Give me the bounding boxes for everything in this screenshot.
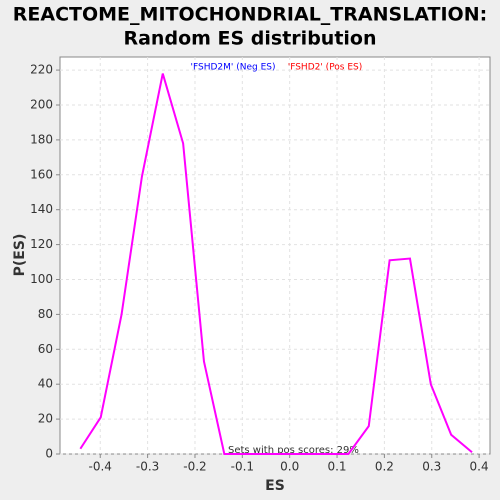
y-tick-label: 100 bbox=[30, 272, 53, 286]
y-tick-label: 200 bbox=[30, 97, 53, 111]
y-tick-label: 220 bbox=[30, 63, 53, 77]
x-tick-label: 0.4 bbox=[470, 460, 489, 474]
y-tick-label: 120 bbox=[30, 237, 53, 251]
x-tick-label: 0.1 bbox=[327, 460, 346, 474]
x-tick-label: -0.3 bbox=[136, 460, 159, 474]
x-tick-label: 0.2 bbox=[375, 460, 394, 474]
y-axis-label: P(ES) bbox=[12, 234, 28, 277]
y-tick-label: 140 bbox=[30, 202, 53, 216]
chart-title: REACTOME_MITOCHONDRIAL_TRANSLATION: bbox=[13, 4, 487, 26]
annotation: Sets with pos scores: 29% bbox=[228, 445, 359, 456]
plot-area bbox=[59, 56, 491, 455]
y-tick-label: 40 bbox=[38, 377, 53, 391]
legend-entry: 'FSHD2M' (Neg ES) bbox=[191, 63, 276, 73]
y-tick-label: 0 bbox=[45, 447, 53, 461]
x-tick-label: -0.1 bbox=[231, 460, 254, 474]
y-tick-label: 180 bbox=[30, 132, 53, 146]
chart-title: Random ES distribution bbox=[123, 28, 376, 50]
x-tick-label: 0.3 bbox=[422, 460, 441, 474]
y-tick-label: 60 bbox=[38, 342, 53, 356]
y-tick-label: 160 bbox=[30, 167, 53, 181]
x-tick-label: -0.2 bbox=[183, 460, 206, 474]
x-axis-label: ES bbox=[265, 478, 285, 494]
y-tick-label: 20 bbox=[38, 412, 53, 426]
data-line bbox=[79, 73, 473, 455]
y-tick-label: 80 bbox=[38, 307, 53, 321]
legend-entry: 'FSHD2' (Pos ES) bbox=[288, 63, 363, 73]
x-tick-label: 0.0 bbox=[280, 460, 299, 474]
x-tick-label: -0.4 bbox=[89, 460, 112, 474]
